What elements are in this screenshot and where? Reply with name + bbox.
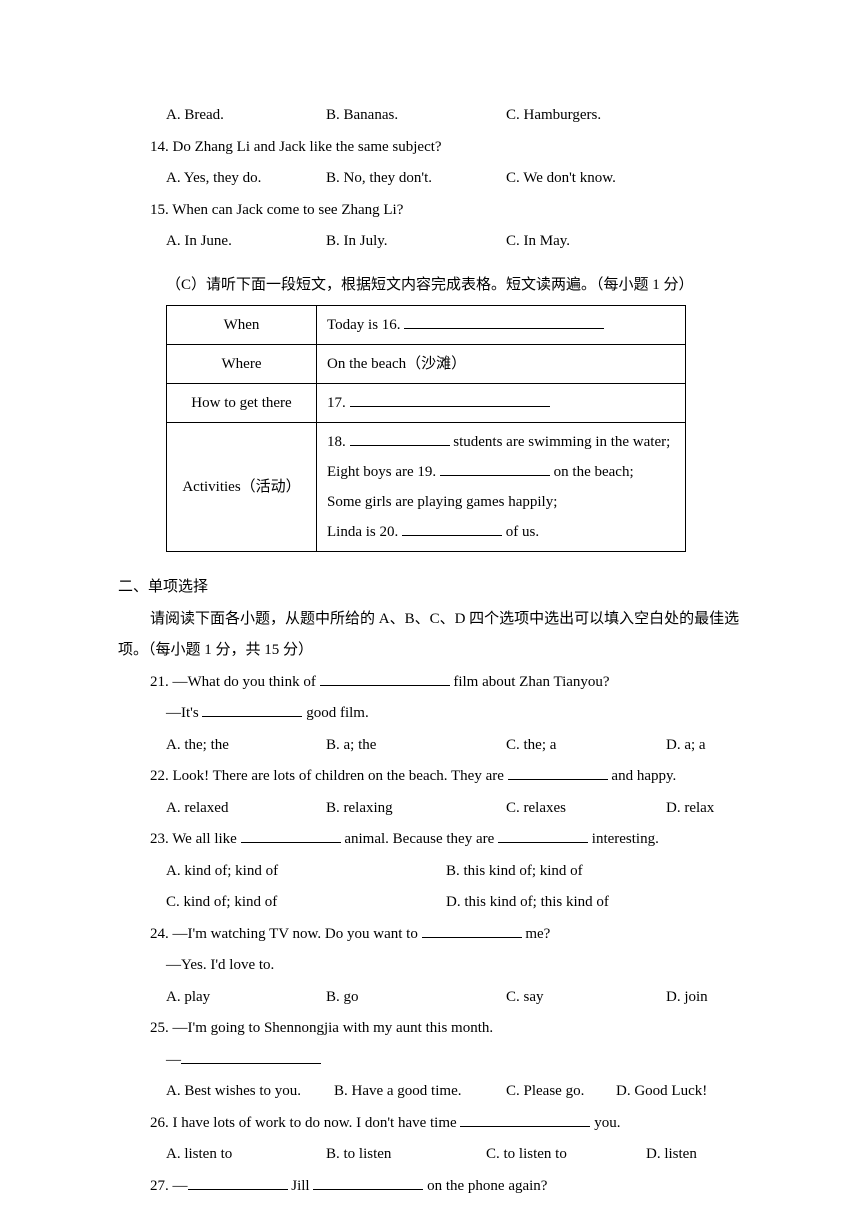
tbl-when-label: When bbox=[167, 306, 317, 345]
q25-blank[interactable] bbox=[181, 1049, 321, 1064]
q23-stem: 23. We all like animal. Because they are… bbox=[118, 824, 742, 856]
q24-blank[interactable] bbox=[422, 923, 522, 938]
q23-blank1[interactable] bbox=[241, 828, 341, 843]
q25-opt-b[interactable]: B. Have a good time. bbox=[334, 1076, 506, 1108]
blank-20[interactable] bbox=[402, 521, 502, 536]
tbl-act-label: Activities（活动） bbox=[167, 423, 317, 552]
q15-options: A. In June. B. In July. C. In May. bbox=[118, 226, 742, 258]
q21-opt-d[interactable]: D. a; a bbox=[666, 730, 706, 762]
q26-opt-a[interactable]: A. listen to bbox=[166, 1139, 326, 1171]
blank-16[interactable] bbox=[404, 314, 604, 329]
q14-opt-c[interactable]: C. We don't know. bbox=[506, 163, 666, 195]
q25-line2: — bbox=[118, 1045, 742, 1077]
q23-options-2: C. kind of; kind of D. this kind of; thi… bbox=[118, 887, 742, 919]
q15-opt-a[interactable]: A. In June. bbox=[166, 226, 326, 258]
q22-opt-c[interactable]: C. relaxes bbox=[506, 793, 666, 825]
q21-blank1[interactable] bbox=[320, 671, 450, 686]
blank-18[interactable] bbox=[350, 431, 450, 446]
q14-stem: 14. Do Zhang Li and Jack like the same s… bbox=[118, 132, 742, 164]
q23-opt-a[interactable]: A. kind of; kind of bbox=[166, 856, 446, 888]
q23-options-1: A. kind of; kind of B. this kind of; kin… bbox=[118, 856, 742, 888]
q25-line1: 25. —I'm going to Shennongjia with my au… bbox=[118, 1013, 742, 1045]
q13-opt-c[interactable]: C. Hamburgers. bbox=[506, 100, 666, 132]
q15-stem: 15. When can Jack come to see Zhang Li? bbox=[118, 195, 742, 227]
blank-19[interactable] bbox=[440, 461, 550, 476]
q22-opt-d[interactable]: D. relax bbox=[666, 793, 714, 825]
q24-options: A. play B. go C. say D. join bbox=[118, 982, 742, 1014]
q24-opt-c[interactable]: C. say bbox=[506, 982, 666, 1014]
q15-opt-b[interactable]: B. In July. bbox=[326, 226, 506, 258]
tbl-where-content: On the beach（沙滩） bbox=[317, 345, 686, 384]
q26-opt-c[interactable]: C. to listen to bbox=[486, 1139, 646, 1171]
tbl-act-content[interactable]: 18. students are swimming in the water; … bbox=[317, 423, 686, 552]
q26-stem: 26. I have lots of work to do now. I don… bbox=[118, 1108, 742, 1140]
q27-blank2[interactable] bbox=[313, 1175, 423, 1190]
q23-opt-d[interactable]: D. this kind of; this kind of bbox=[446, 887, 609, 919]
blank-17[interactable] bbox=[350, 392, 550, 407]
q15-opt-c[interactable]: C. In May. bbox=[506, 226, 666, 258]
q23-blank2[interactable] bbox=[498, 828, 588, 843]
fill-table: When Today is 16. Where On the beach（沙滩）… bbox=[166, 305, 686, 552]
q23-opt-c[interactable]: C. kind of; kind of bbox=[166, 887, 446, 919]
q22-blank[interactable] bbox=[508, 765, 608, 780]
section-c-instruction: （C）请听下面一段短文，根据短文内容完成表格。短文读两遍。（每小题 1 分） bbox=[118, 270, 742, 302]
q24-opt-b[interactable]: B. go bbox=[326, 982, 506, 1014]
q21-opt-a[interactable]: A. the; the bbox=[166, 730, 326, 762]
q24-opt-d[interactable]: D. join bbox=[666, 982, 708, 1014]
q21-line2: —It's good film. bbox=[118, 698, 742, 730]
q22-stem: 22. Look! There are lots of children on … bbox=[118, 761, 742, 793]
q21-options: A. the; the B. a; the C. the; a D. a; a bbox=[118, 730, 742, 762]
q21-opt-c[interactable]: C. the; a bbox=[506, 730, 666, 762]
q24-opt-a[interactable]: A. play bbox=[166, 982, 326, 1014]
tbl-where-label: Where bbox=[167, 345, 317, 384]
q26-options: A. listen to B. to listen C. to listen t… bbox=[118, 1139, 742, 1171]
section2-instruction: 请阅读下面各小题，从题中所给的 A、B、C、D 四个选项中选出可以填入空白处的最… bbox=[118, 604, 742, 667]
q25-opt-c[interactable]: C. Please go. bbox=[506, 1076, 616, 1108]
q14-opt-a[interactable]: A. Yes, they do. bbox=[166, 163, 326, 195]
q21-line1: 21. —What do you think of film about Zha… bbox=[118, 667, 742, 699]
q14-opt-b[interactable]: B. No, they don't. bbox=[326, 163, 506, 195]
q26-opt-b[interactable]: B. to listen bbox=[326, 1139, 486, 1171]
section2-title: 二、单项选择 bbox=[118, 572, 742, 604]
q25-options: A. Best wishes to you. B. Have a good ti… bbox=[118, 1076, 742, 1108]
q22-opt-b[interactable]: B. relaxing bbox=[326, 793, 506, 825]
q22-options: A. relaxed B. relaxing C. relaxes D. rel… bbox=[118, 793, 742, 825]
q13-options: A. Bread. B. Bananas. C. Hamburgers. bbox=[118, 100, 742, 132]
q24-line1: 24. —I'm watching TV now. Do you want to… bbox=[118, 919, 742, 951]
q21-opt-b[interactable]: B. a; the bbox=[326, 730, 506, 762]
q26-opt-d[interactable]: D. listen bbox=[646, 1139, 697, 1171]
q27-blank1[interactable] bbox=[188, 1175, 288, 1190]
tbl-how-content[interactable]: 17. bbox=[317, 384, 686, 423]
q25-opt-a[interactable]: A. Best wishes to you. bbox=[166, 1076, 334, 1108]
q22-opt-a[interactable]: A. relaxed bbox=[166, 793, 326, 825]
tbl-when-content[interactable]: Today is 16. bbox=[317, 306, 686, 345]
q26-blank[interactable] bbox=[460, 1112, 590, 1127]
q25-opt-d[interactable]: D. Good Luck! bbox=[616, 1076, 707, 1108]
q14-options: A. Yes, they do. B. No, they don't. C. W… bbox=[118, 163, 742, 195]
q23-opt-b[interactable]: B. this kind of; kind of bbox=[446, 856, 583, 888]
q13-opt-a[interactable]: A. Bread. bbox=[166, 100, 326, 132]
q24-line2: —Yes. I'd love to. bbox=[118, 950, 742, 982]
q13-opt-b[interactable]: B. Bananas. bbox=[326, 100, 506, 132]
tbl-how-label: How to get there bbox=[167, 384, 317, 423]
q27-stem: 27. — Jill on the phone again? bbox=[118, 1171, 742, 1203]
q21-blank2[interactable] bbox=[202, 702, 302, 717]
